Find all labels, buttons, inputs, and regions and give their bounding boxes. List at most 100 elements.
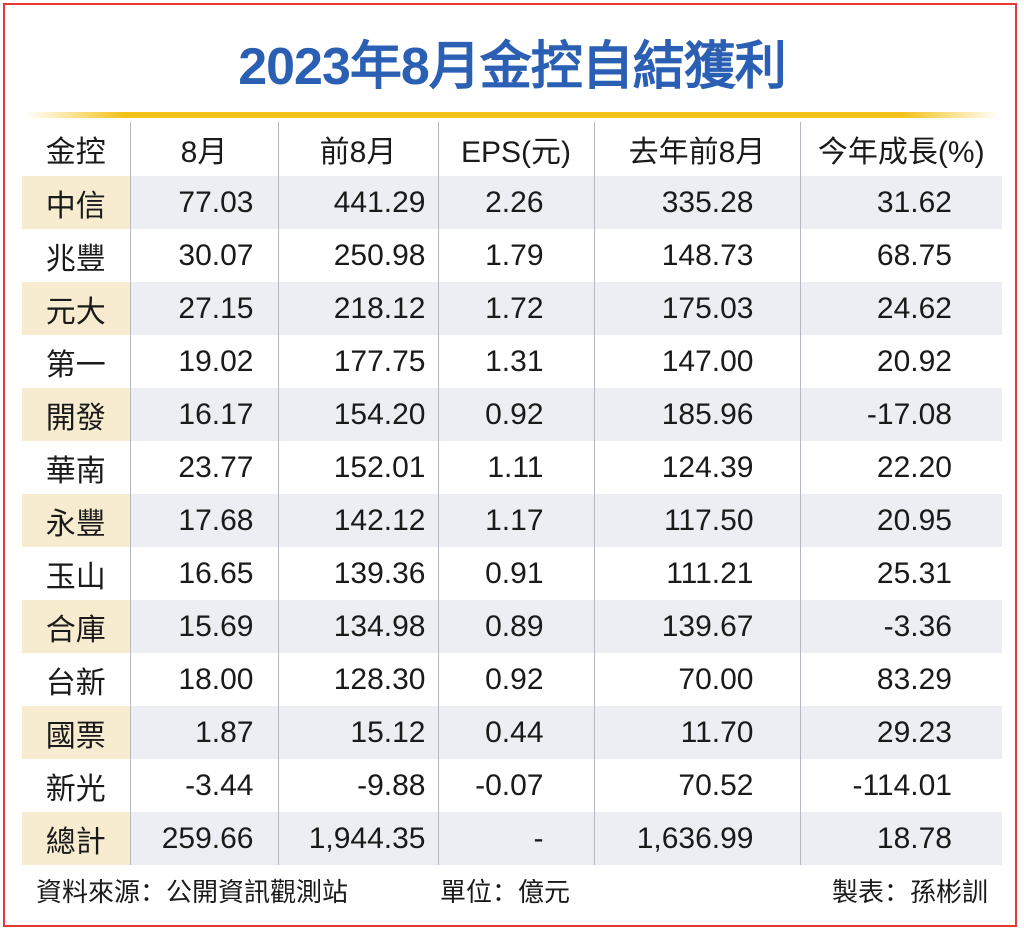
first8-cell: 134.98 bbox=[277, 600, 438, 653]
eps-cell: 0.44 bbox=[437, 706, 594, 759]
col-header-lastyear: 去年前8月 bbox=[593, 122, 800, 176]
growth-cell: 20.95 bbox=[799, 494, 1002, 547]
growth-cell: 29.23 bbox=[799, 706, 1002, 759]
company-cell: 台新 bbox=[22, 653, 130, 706]
col-header-eps: EPS(元) bbox=[437, 122, 594, 176]
first8-cell: 139.36 bbox=[277, 547, 438, 600]
august-cell: 30.07 bbox=[129, 229, 278, 282]
table-row: 玉山 16.65 139.36 0.91 111.21 25.31 bbox=[22, 547, 1002, 600]
eps-cell: 1.11 bbox=[437, 441, 594, 494]
header-row: 金控 8月 前8月 EPS(元) 去年前8月 今年成長(%) bbox=[22, 122, 1002, 176]
outer-frame bbox=[3, 3, 1017, 927]
table-row: 第一 19.02 177.75 1.31 147.00 20.92 bbox=[22, 335, 1002, 388]
lastyear-cell: 185.96 bbox=[593, 388, 800, 441]
company-cell: 元大 bbox=[22, 282, 130, 335]
lastyear-cell: 139.67 bbox=[593, 600, 800, 653]
company-cell: 國票 bbox=[22, 706, 130, 759]
company-cell: 第一 bbox=[22, 335, 130, 388]
table-row: 合庫 15.69 134.98 0.89 139.67 -3.36 bbox=[22, 600, 1002, 653]
lastyear-cell: 70.00 bbox=[593, 653, 800, 706]
first8-cell: 15.12 bbox=[277, 706, 438, 759]
company-cell: 兆豐 bbox=[22, 229, 130, 282]
august-cell: 16.17 bbox=[129, 388, 278, 441]
growth-cell: -3.36 bbox=[799, 600, 1002, 653]
lastyear-cell: 11.70 bbox=[593, 706, 800, 759]
table-body: 中信 77.03 441.29 2.26 335.28 31.62 兆豐 30.07 250.9… bbox=[22, 176, 1002, 865]
growth-cell: 20.92 bbox=[799, 335, 1002, 388]
growth-cell: 31.62 bbox=[799, 176, 1002, 229]
eps-cell: 1.72 bbox=[437, 282, 594, 335]
august-cell: 18.00 bbox=[129, 653, 278, 706]
growth-cell: -17.08 bbox=[799, 388, 1002, 441]
first8-cell: -9.88 bbox=[277, 759, 438, 812]
first8-cell: 441.29 bbox=[277, 176, 438, 229]
first8-cell: 177.75 bbox=[277, 335, 438, 388]
eps-cell: 0.89 bbox=[437, 600, 594, 653]
eps-cell: -0.07 bbox=[437, 759, 594, 812]
col-header-company: 金控 bbox=[22, 122, 130, 176]
company-cell: 永豐 bbox=[22, 494, 130, 547]
august-cell: -3.44 bbox=[129, 759, 278, 812]
unit-note: 單位：億元 bbox=[440, 877, 571, 907]
august-cell: 1.87 bbox=[129, 706, 278, 759]
table-row: 國票 1.87 15.12 0.44 11.70 29.23 bbox=[22, 706, 1002, 759]
august-cell: 77.03 bbox=[129, 176, 278, 229]
table-row: 永豐 17.68 142.12 1.17 117.50 20.95 bbox=[22, 494, 1002, 547]
august-cell: 23.77 bbox=[129, 441, 278, 494]
col-header-august: 8月 bbox=[129, 122, 278, 176]
title-rule bbox=[26, 112, 1000, 118]
lastyear-cell: 148.73 bbox=[593, 229, 800, 282]
lastyear-cell: 1,636.99 bbox=[593, 812, 800, 865]
lastyear-cell: 124.39 bbox=[593, 441, 800, 494]
eps-cell: 1.79 bbox=[437, 229, 594, 282]
maker-note: 製表：孫彬訓 bbox=[831, 877, 988, 907]
first8-cell: 128.30 bbox=[277, 653, 438, 706]
eps-cell: - bbox=[437, 812, 594, 865]
table-row: 兆豐 30.07 250.98 1.79 148.73 68.75 bbox=[22, 229, 1002, 282]
company-cell: 合庫 bbox=[22, 600, 130, 653]
table-row: 元大 27.15 218.12 1.72 175.03 24.62 bbox=[22, 282, 1002, 335]
growth-cell: 24.62 bbox=[799, 282, 1002, 335]
august-cell: 27.15 bbox=[129, 282, 278, 335]
eps-cell: 0.92 bbox=[437, 388, 594, 441]
growth-cell: 25.31 bbox=[799, 547, 1002, 600]
chart-title: 2023年8月金控自結獲利 bbox=[238, 38, 787, 96]
lastyear-cell: 335.28 bbox=[593, 176, 800, 229]
eps-cell: 1.31 bbox=[437, 335, 594, 388]
first8-cell: 250.98 bbox=[277, 229, 438, 282]
first8-cell: 154.20 bbox=[277, 388, 438, 441]
first8-cell: 218.12 bbox=[277, 282, 438, 335]
earnings-table: 金控 8月 前8月 EPS(元) 去年前8月 今年成長(%) 中信 77.03 44… bbox=[22, 122, 1002, 865]
company-cell: 總計 bbox=[22, 812, 130, 865]
eps-cell: 0.92 bbox=[437, 653, 594, 706]
growth-cell: -114.01 bbox=[799, 759, 1002, 812]
col-header-growth: 今年成長(%) bbox=[799, 122, 1002, 176]
source-note: 資料來源：公開資訊觀測站 bbox=[36, 877, 349, 907]
eps-cell: 2.26 bbox=[437, 176, 594, 229]
table-row: 新光 -3.44 -9.88 -0.07 70.52 -114.01 bbox=[22, 759, 1002, 812]
company-cell: 玉山 bbox=[22, 547, 130, 600]
growth-cell: 68.75 bbox=[799, 229, 1002, 282]
table-row: 開發 16.17 154.20 0.92 185.96 -17.08 bbox=[22, 388, 1002, 441]
table-row: 中信 77.03 441.29 2.26 335.28 31.62 bbox=[22, 176, 1002, 229]
table-row: 華南 23.77 152.01 1.11 124.39 22.20 bbox=[22, 441, 1002, 494]
lastyear-cell: 117.50 bbox=[593, 494, 800, 547]
col-header-first8: 前8月 bbox=[277, 122, 438, 176]
lastyear-cell: 147.00 bbox=[593, 335, 800, 388]
company-cell: 中信 bbox=[22, 176, 130, 229]
growth-cell: 22.20 bbox=[799, 441, 1002, 494]
lastyear-cell: 111.21 bbox=[593, 547, 800, 600]
august-cell: 17.68 bbox=[129, 494, 278, 547]
first8-cell: 142.12 bbox=[277, 494, 438, 547]
eps-cell: 1.17 bbox=[437, 494, 594, 547]
company-cell: 開發 bbox=[22, 388, 130, 441]
company-cell: 新光 bbox=[22, 759, 130, 812]
growth-cell: 83.29 bbox=[799, 653, 1002, 706]
table-row: 總計 259.66 1,944.35-1,636.99 18.78 bbox=[22, 812, 1002, 865]
august-cell: 16.65 bbox=[129, 547, 278, 600]
august-cell: 15.69 bbox=[129, 600, 278, 653]
lastyear-cell: 70.52 bbox=[593, 759, 800, 812]
table-row: 台新 18.00 128.30 0.92 70.00 83.29 bbox=[22, 653, 1002, 706]
august-cell: 19.02 bbox=[129, 335, 278, 388]
august-cell: 259.66 bbox=[129, 812, 278, 865]
